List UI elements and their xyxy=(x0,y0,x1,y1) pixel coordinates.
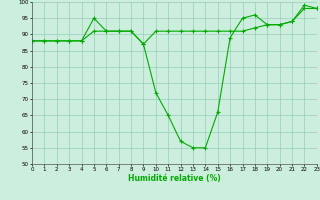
X-axis label: Humidité relative (%): Humidité relative (%) xyxy=(128,174,221,183)
